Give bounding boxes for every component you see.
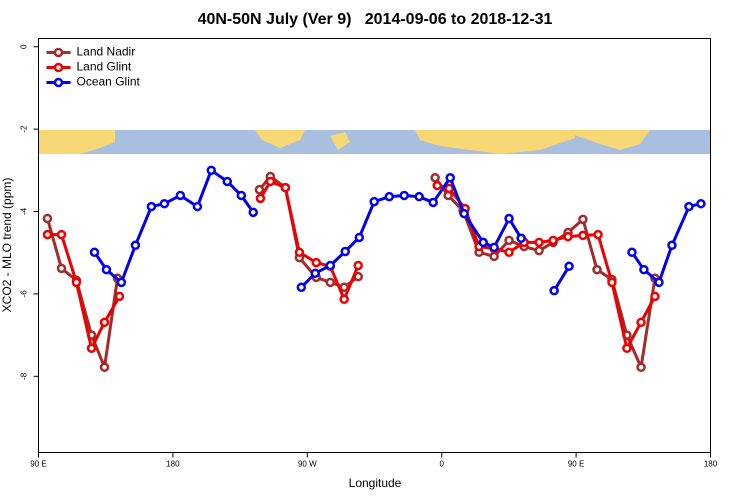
data-point xyxy=(254,184,265,195)
data-point xyxy=(684,201,694,212)
data-point xyxy=(563,231,573,242)
data-point xyxy=(114,291,125,302)
data-point xyxy=(430,172,440,183)
data-point xyxy=(428,197,438,208)
data-point xyxy=(667,240,677,251)
y-tick-label: -8 xyxy=(20,372,29,380)
data-point xyxy=(325,277,336,288)
data-point xyxy=(99,362,110,372)
data-point xyxy=(353,260,363,271)
data-point xyxy=(56,263,67,274)
data-point xyxy=(534,237,544,248)
x-axis-label: Longitude xyxy=(349,476,402,490)
series-line xyxy=(93,168,702,292)
data-point xyxy=(248,207,258,218)
data-point xyxy=(622,343,632,354)
data-point xyxy=(340,246,350,257)
x-tick-label: 90 E xyxy=(568,460,584,469)
legend-label: Ocean Glint xyxy=(77,75,141,89)
data-point xyxy=(339,294,349,305)
data-point xyxy=(42,213,53,224)
data-point xyxy=(489,242,499,253)
series-line xyxy=(47,179,657,350)
data-point xyxy=(432,180,442,191)
y-tick-label: 0 xyxy=(20,44,29,49)
data-point xyxy=(534,245,544,256)
y-axis-label: XCO2 - MLO trend (ppm) xyxy=(0,178,14,313)
legend-marker xyxy=(53,77,64,88)
data-point xyxy=(325,260,336,271)
data-point xyxy=(71,277,82,288)
data-point xyxy=(516,233,526,244)
data-point xyxy=(578,230,588,241)
data-point xyxy=(99,317,110,328)
data-point xyxy=(650,291,660,302)
x-tick-label: 90 W xyxy=(298,460,317,469)
data-point xyxy=(504,213,514,224)
data-point xyxy=(296,282,307,293)
legend-label: Land Glint xyxy=(77,60,132,74)
y-tick-label: -6 xyxy=(20,290,29,298)
data-point xyxy=(504,235,514,246)
data-point xyxy=(592,264,602,275)
data-point xyxy=(696,198,706,209)
data-point xyxy=(654,277,664,288)
data-point xyxy=(265,176,276,187)
data-point xyxy=(280,182,291,193)
legend-marker xyxy=(53,47,64,58)
data-point xyxy=(130,240,141,251)
data-point xyxy=(222,176,233,187)
data-point xyxy=(636,362,646,372)
data-point xyxy=(627,247,637,258)
data-point xyxy=(56,229,67,240)
chart-title: 40N-50N July (Ver 9) 2014-09-06 to 2018-… xyxy=(198,11,553,28)
x-tick-label: 90 E xyxy=(30,460,46,469)
data-point xyxy=(310,268,320,279)
data-point xyxy=(116,277,127,288)
x-tick-label: 0 xyxy=(439,460,444,469)
data-point xyxy=(593,229,603,240)
data-point xyxy=(255,193,266,204)
data-point xyxy=(206,165,217,176)
data-point xyxy=(444,183,454,194)
data-point xyxy=(294,247,305,258)
data-point xyxy=(549,285,559,296)
data-point xyxy=(636,317,646,328)
legend-label: Land Nadir xyxy=(77,45,136,59)
data-point xyxy=(42,229,53,240)
data-point xyxy=(607,277,617,288)
data-point xyxy=(369,196,379,207)
plot-frame xyxy=(38,38,711,453)
data-point xyxy=(192,201,203,212)
data-point xyxy=(414,191,424,202)
data-point xyxy=(459,208,469,219)
data-point xyxy=(175,190,186,201)
y-tick-label: -2 xyxy=(20,125,29,133)
series-line xyxy=(46,175,657,369)
data-point xyxy=(354,232,365,243)
data-point xyxy=(478,237,488,248)
data-point xyxy=(384,191,395,202)
data-point xyxy=(146,201,157,212)
data-point xyxy=(578,214,588,225)
legend-marker xyxy=(53,62,64,73)
data-point xyxy=(504,247,514,258)
data-point xyxy=(311,257,322,268)
data-point xyxy=(89,247,100,258)
x-tick-label: 180 xyxy=(166,460,180,469)
data-point xyxy=(101,264,112,275)
data-point xyxy=(548,235,558,246)
data-point xyxy=(564,261,574,272)
y-tick-label: -4 xyxy=(20,207,29,215)
map-strip xyxy=(39,130,710,154)
data-point xyxy=(236,190,247,201)
data-point xyxy=(86,343,97,354)
data-point xyxy=(445,172,455,183)
data-point xyxy=(159,198,170,209)
data-point xyxy=(639,264,649,275)
x-tick-label: 180 xyxy=(704,460,718,469)
data-point xyxy=(489,251,499,262)
data-point xyxy=(399,190,409,201)
